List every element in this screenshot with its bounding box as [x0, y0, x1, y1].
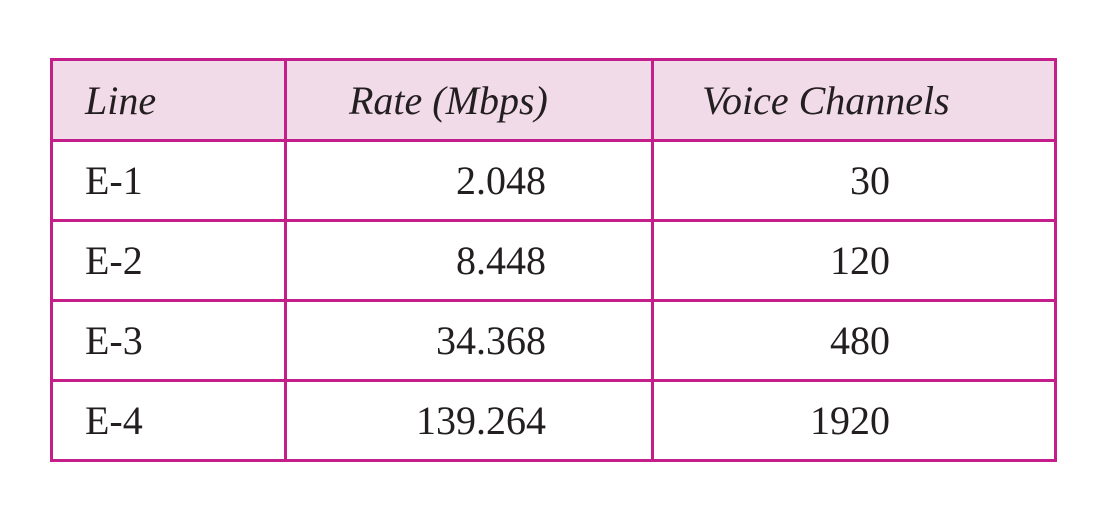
header-rate: Rate (Mbps): [284, 58, 654, 142]
line-cell: E-1: [50, 139, 287, 222]
rate-cell: 8.448: [284, 219, 654, 302]
voice-channels-cell: 30: [651, 139, 1057, 222]
table-row: E-4 139.264 1920: [50, 379, 1057, 462]
line-cell: E-2: [50, 219, 287, 302]
e-carrier-table: Line Rate (Mbps) Voice Channels E-1 2.04…: [50, 58, 1057, 462]
header-voice-channels: Voice Channels: [651, 58, 1057, 142]
table-body: E-1 2.048 30 E-2 8.448 120 E-3 34.368 48…: [50, 139, 1057, 462]
table-row: E-2 8.448 120: [50, 219, 1057, 302]
table-header: Line Rate (Mbps) Voice Channels: [50, 58, 1057, 142]
rate-cell: 139.264: [284, 379, 654, 462]
header-row: Line Rate (Mbps) Voice Channels: [50, 58, 1057, 142]
table-row: E-1 2.048 30: [50, 139, 1057, 222]
voice-channels-cell: 1920: [651, 379, 1057, 462]
voice-channels-cell: 120: [651, 219, 1057, 302]
header-line: Line: [50, 58, 287, 142]
rate-cell: 34.368: [284, 299, 654, 382]
table-row: E-3 34.368 480: [50, 299, 1057, 382]
rate-cell: 2.048: [284, 139, 654, 222]
voice-channels-cell: 480: [651, 299, 1057, 382]
line-cell: E-4: [50, 379, 287, 462]
line-cell: E-3: [50, 299, 287, 382]
